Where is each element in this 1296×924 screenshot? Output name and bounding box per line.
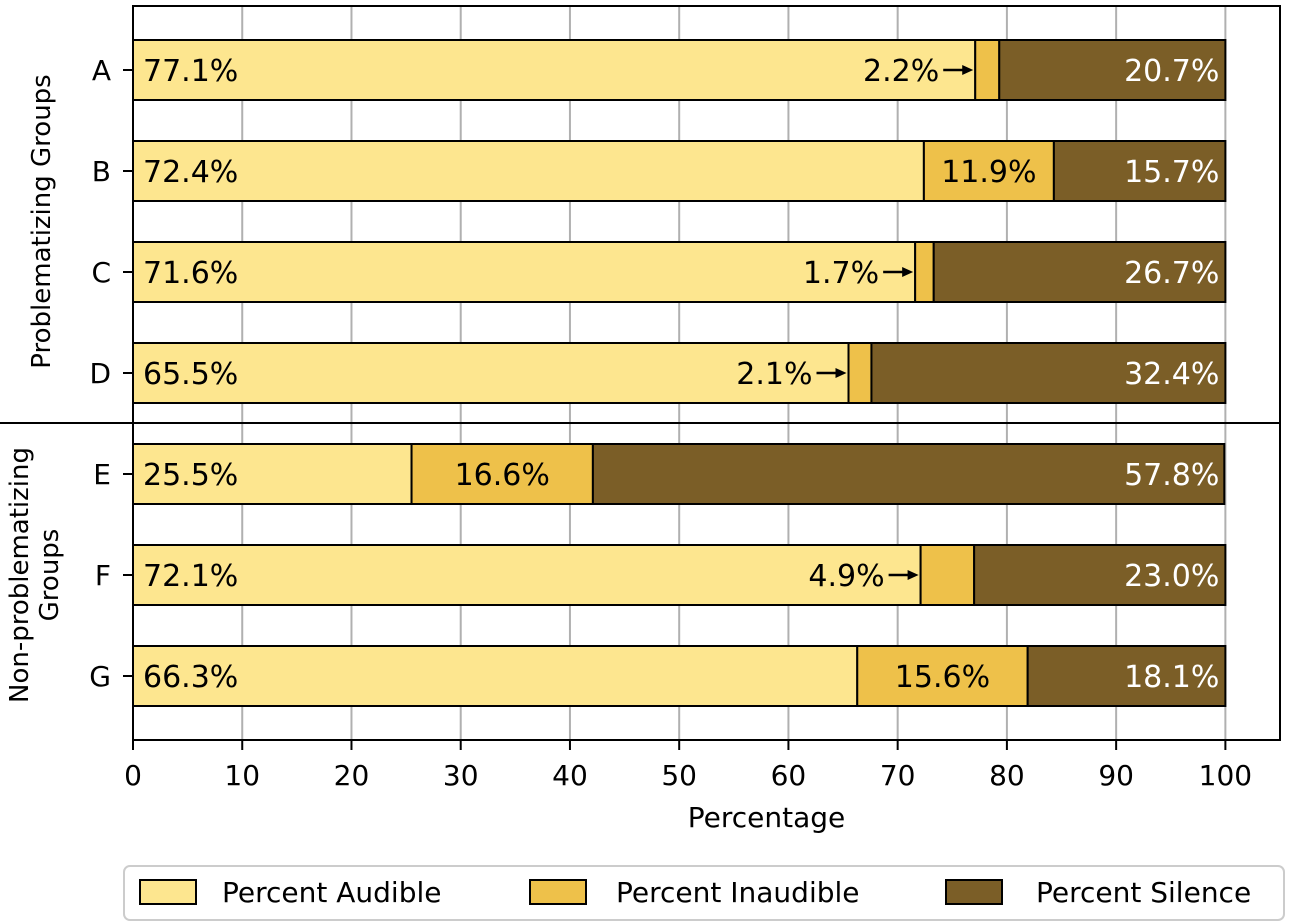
label-audible-g: 66.3% [143, 660, 238, 695]
legend-label: Percent Audible [222, 876, 442, 909]
label-inaudible-c: 1.7% [803, 256, 879, 291]
group-labels: Problematizing Groups Non-problematizingG… [5, 74, 65, 703]
label-inaudible-b: 11.9% [941, 155, 1036, 190]
group-label-line: Groups [35, 529, 65, 622]
x-tick-label: 0 [124, 759, 142, 792]
label-silence-c: 26.7% [1124, 256, 1219, 291]
label-silence-g: 18.1% [1124, 660, 1219, 695]
x-tick-label: 100 [1199, 759, 1252, 792]
label-inaudible-e: 16.6% [455, 458, 550, 493]
arrow-head-d [835, 368, 847, 378]
x-tick-label: 40 [552, 759, 588, 792]
bar-b-silence [1052, 140, 1227, 202]
bars [132, 39, 1227, 707]
y-tick-label: D [89, 357, 111, 390]
y-tick-label: C [91, 256, 111, 289]
bar-b-audible [132, 140, 925, 202]
bar-c-inaudible [914, 241, 935, 303]
arrow-head-f [907, 570, 919, 580]
x-tick-label: 20 [334, 759, 370, 792]
x-tick-label: 60 [771, 759, 807, 792]
data-labels: 77.1% 20.7% 2.2% 72.4% 15.7% 11.9% 71.6% 26.7% 1… [143, 54, 1219, 695]
bar-g-inaudible [856, 645, 1029, 707]
bar-f-silence [973, 544, 1227, 606]
label-inaudible-d: 2.1% [736, 357, 812, 392]
label-audible-d: 65.5% [143, 357, 238, 392]
label-audible-c: 71.6% [143, 256, 238, 291]
bar-e-silence [591, 443, 1226, 505]
label-silence-e: 57.8% [1124, 458, 1219, 493]
y-tick-label: G [89, 660, 111, 693]
bar-f-inaudible [919, 544, 976, 606]
label-audible-b: 72.4% [143, 155, 238, 190]
label-silence-b: 15.7% [1124, 155, 1219, 190]
label-silence-f: 23.0% [1124, 559, 1219, 594]
bar-e-audible [132, 443, 413, 505]
arrow-head-c [902, 267, 914, 277]
x-axis-label: Percentage [688, 801, 846, 834]
legend-swatch [945, 879, 1003, 905]
y-tick-label: F [95, 559, 111, 592]
bar-d-silence [870, 342, 1227, 404]
x-tick-label: 70 [880, 759, 916, 792]
label-audible-e: 25.5% [143, 458, 238, 493]
y-tick-label: E [93, 458, 111, 491]
arrow-head-a [962, 65, 974, 75]
legend-swatch [139, 879, 197, 905]
x-tick-label: 50 [661, 759, 697, 792]
label-inaudible-g: 15.6% [895, 660, 990, 695]
x-tick-label: 10 [224, 759, 260, 792]
bar-g-audible [132, 645, 859, 707]
y-tick-label: A [92, 54, 111, 87]
legend: Percent Audible Percent Inaudible Percent … [123, 865, 1285, 921]
label-silence-a: 20.7% [1124, 54, 1219, 89]
legend-label: Percent Inaudible [616, 876, 860, 909]
bar-a-audible [132, 39, 977, 101]
bar-c-silence [932, 241, 1227, 303]
x-axis: 0 10 20 30 40 50 60 70 80 90 100 Percentage [124, 740, 1252, 834]
group-label-line: Non-problematizing [5, 447, 35, 703]
y-tick-label: B [92, 155, 111, 188]
x-tick-label: 80 [989, 759, 1025, 792]
x-tick-label: 90 [1098, 759, 1134, 792]
x-tick-label: 30 [443, 759, 479, 792]
legend-label: Percent Silence [1036, 876, 1251, 909]
bar-b-inaudible [922, 140, 1055, 202]
bar-f-audible [132, 544, 922, 606]
group-label-non-problematizing: Non-problematizingGroups [5, 447, 65, 703]
label-silence-d: 32.4% [1124, 357, 1219, 392]
label-audible-f: 72.1% [143, 559, 238, 594]
group-label-problematizing: Problematizing Groups [27, 74, 57, 368]
bar-c-audible [132, 241, 917, 303]
legend-swatch [529, 879, 587, 905]
label-audible-a: 77.1% [143, 54, 238, 89]
label-inaudible-a: 2.2% [863, 54, 939, 89]
bar-a-inaudible [974, 39, 1001, 101]
bar-g-silence [1026, 645, 1227, 707]
y-axis: A B C D E F G [89, 54, 133, 693]
label-inaudible-f: 4.9% [808, 559, 884, 594]
bar-a-silence [998, 39, 1227, 101]
bar-d-inaudible [847, 342, 873, 404]
